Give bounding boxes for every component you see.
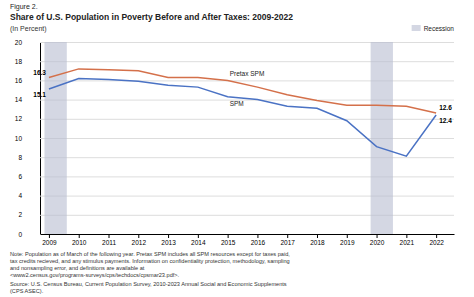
- x-tick: 2012: [132, 234, 147, 246]
- y-tick-label: 16: [15, 77, 23, 84]
- x-tick: 2018: [310, 234, 325, 246]
- x-tick: 2022: [429, 234, 444, 246]
- x-tick-label: 2013: [161, 239, 176, 246]
- y-tick-label: 6: [18, 173, 22, 180]
- legend-swatch: [412, 25, 421, 31]
- x-tick-label: 2010: [72, 239, 87, 246]
- x-tick-mark: [347, 234, 348, 238]
- source: Source: U.S. Census Bureau, Current Popu…: [10, 281, 287, 294]
- note-line: tax credits recieved, and any stimulus p…: [10, 258, 290, 264]
- x-tick-label: 2021: [400, 239, 415, 246]
- note-line: <www2.census.gov/programs-surveys/cps/te…: [10, 272, 180, 278]
- x-tick-mark: [377, 234, 378, 238]
- x-tick-label: 2017: [280, 239, 295, 246]
- annotation: 12.4: [439, 117, 452, 124]
- legend: Recession: [412, 25, 455, 32]
- marks: [44, 42, 436, 234]
- y-tick-label: 2: [18, 211, 22, 218]
- x-tick-label: 2014: [191, 239, 206, 246]
- x-tick-label: 2011: [102, 239, 116, 246]
- x-tick-mark: [168, 234, 169, 238]
- y-tick-label: 0: [18, 231, 22, 238]
- x-tick-label: 2016: [251, 239, 266, 246]
- x-tick: 2020: [370, 234, 385, 246]
- x-tick-label: 2020: [370, 239, 385, 246]
- x-axis-line: [41, 234, 455, 235]
- x-tick-mark: [287, 234, 288, 238]
- source-line: Source: U.S. Census Bureau, Current Popu…: [10, 281, 287, 287]
- x-tick-mark: [138, 234, 139, 238]
- series-line: [49, 78, 436, 156]
- x-tick-mark: [406, 234, 407, 238]
- annotation: 12.6: [439, 104, 452, 111]
- x-tick: 2009: [42, 234, 57, 246]
- x-tick-mark: [49, 234, 50, 238]
- x-tick: 2021: [400, 234, 415, 246]
- legend-label: Recession: [424, 25, 455, 32]
- y-axis: 0 2 4 6 8 10 12 14 16 18 20: [15, 39, 454, 238]
- x-tick: 2015: [221, 234, 236, 246]
- series-label: Pretax SPM: [230, 70, 265, 77]
- annotation: 16.3: [33, 69, 46, 76]
- annotation: 15.1: [33, 91, 46, 98]
- x-tick: 2016: [251, 234, 266, 246]
- grid-line: [40, 234, 454, 235]
- x-tick-label: 2012: [132, 239, 147, 246]
- recession-band: [44, 42, 66, 234]
- x-tick-mark: [79, 234, 80, 238]
- y-tick-label: 10: [15, 135, 23, 142]
- plot: 0 2 4 6 8 10 12 14 16 18 20 2009 2010 2011 2012 2013 201…: [15, 39, 455, 246]
- title: Share of U.S. Population in Poverty Befo…: [10, 12, 293, 22]
- y-tick-label: 20: [15, 39, 23, 46]
- x-tick-label: 2022: [429, 239, 444, 246]
- x-tick-mark: [109, 234, 110, 238]
- x-tick: 2019: [340, 234, 355, 246]
- source-line: (CPS ASEC).: [10, 288, 44, 294]
- y-tick-label: 12: [15, 115, 23, 122]
- x-axis: 2009 2010 2011 2012 2013 2014 2015 2016 2017 2018…: [41, 234, 455, 246]
- series-label: SPM: [230, 100, 244, 107]
- x-tick-mark: [317, 234, 318, 238]
- x-tick: 2013: [161, 234, 176, 246]
- x-tick-label: 2019: [340, 239, 355, 246]
- chart: Figure 2.Share of U.S. Population in Pov…: [0, 0, 474, 297]
- subtitle: (In Percent): [10, 25, 47, 33]
- x-tick: 2010: [72, 234, 87, 246]
- note-line: and nonsampling error, and definitions a…: [10, 265, 145, 271]
- y-tick-label: 8: [18, 154, 22, 161]
- x-tick-label: 2018: [310, 239, 325, 246]
- y-tick-label: 18: [15, 58, 23, 65]
- x-tick-mark: [257, 234, 258, 238]
- x-tick-label: 2015: [221, 239, 236, 246]
- x-tick: 2017: [280, 234, 295, 246]
- x-tick: 2011: [102, 234, 116, 246]
- figure-label: Figure 2.: [10, 3, 38, 11]
- y-tick-label: 14: [15, 96, 23, 103]
- x-tick-mark: [228, 234, 229, 238]
- x-tick-mark: [436, 234, 437, 238]
- note-line: Note: Population as of March of the foll…: [10, 251, 290, 257]
- recession-band: [371, 42, 393, 234]
- x-tick-mark: [198, 234, 199, 238]
- series-line: [49, 69, 436, 113]
- y-tick-label: 4: [18, 192, 22, 199]
- note: Note: Population as of March of the foll…: [10, 251, 290, 278]
- x-tick: 2014: [191, 234, 206, 246]
- x-tick-label: 2009: [42, 239, 57, 246]
